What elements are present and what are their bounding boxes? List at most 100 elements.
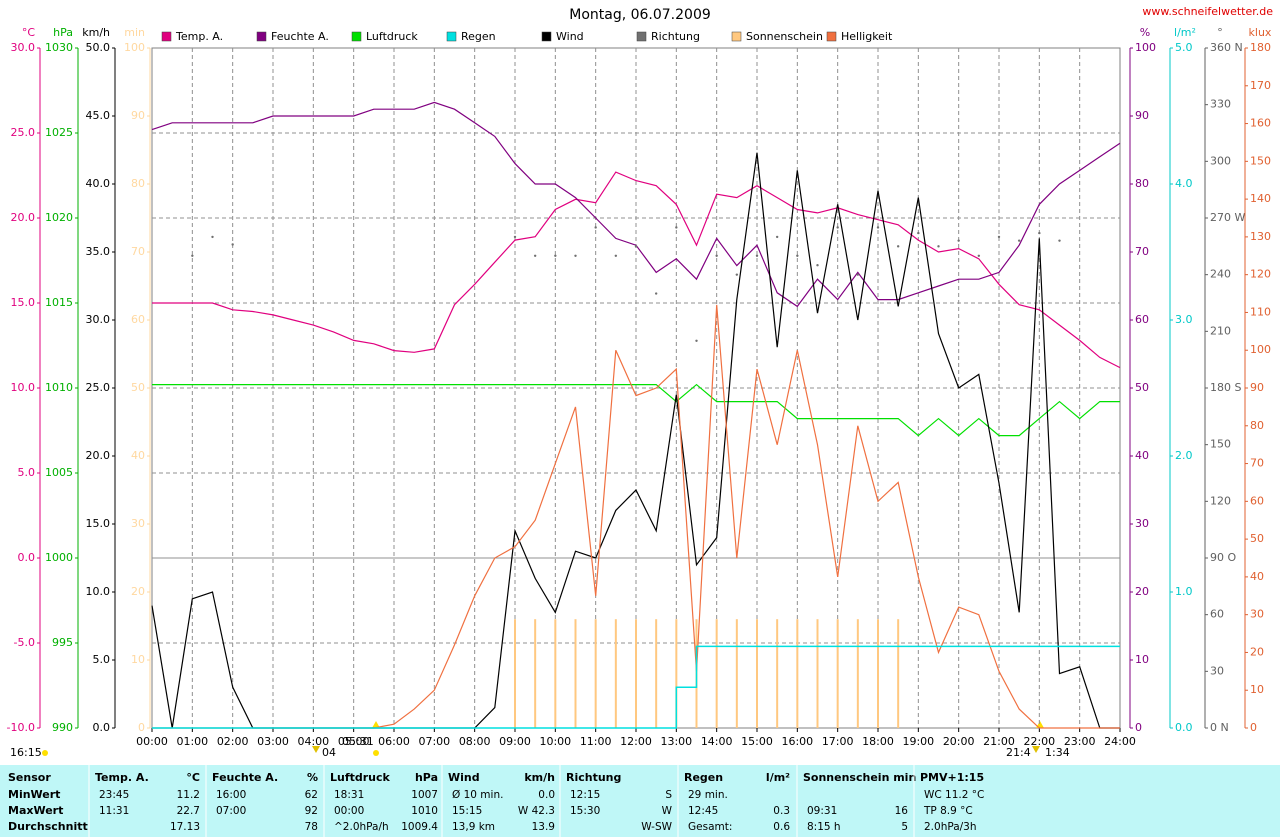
legend-swatch <box>731 31 742 42</box>
sunshine-bar <box>715 619 718 728</box>
table-background <box>0 765 1280 837</box>
direction-dot <box>755 254 759 257</box>
y-tick-label: 10.0 <box>11 381 36 394</box>
y-tick-label: 20 <box>1250 645 1264 658</box>
moon-icon <box>312 746 320 753</box>
moon-icon <box>1032 746 1040 753</box>
y-tick-label: 70 <box>131 245 145 258</box>
y-tick-label: 20 <box>131 585 145 598</box>
y-tick-label: 60 <box>1250 494 1264 507</box>
sunshine-bar <box>614 619 617 728</box>
y-tick-label: 25.0 <box>11 126 36 139</box>
y-tick-label: 110 <box>1250 305 1271 318</box>
x-tick-label: 04:00 <box>297 735 329 748</box>
direction-dot <box>775 235 779 239</box>
y-tick-label: 20.0 <box>11 211 36 224</box>
direction-dot <box>594 226 597 229</box>
x-tick-label: 09:00 <box>499 735 531 748</box>
direction-dot <box>977 254 981 257</box>
y-tick-label: 100 <box>1250 343 1271 356</box>
sunrise-marker <box>372 721 380 728</box>
table-cell: 15:15 <box>452 805 482 817</box>
table-cell: 23:45 <box>99 789 129 801</box>
direction-dot <box>816 264 819 267</box>
y-tick-label: 1000 <box>45 551 73 564</box>
x-tick-label: 14:00 <box>701 735 733 748</box>
x-tick-label: 12:00 <box>620 735 652 748</box>
table-cell: 09:31 <box>807 805 837 817</box>
y-tick-label: 10 <box>131 653 145 666</box>
table-cell: 1007 <box>411 789 438 801</box>
table-cell: W 42.3 <box>518 805 555 817</box>
direction-dot <box>695 339 698 342</box>
legend-swatch <box>351 31 362 42</box>
table-cell: S <box>665 789 672 801</box>
direction-dot <box>614 254 618 257</box>
legend-swatch <box>541 31 552 42</box>
y-tick-label: 160 <box>1250 117 1271 130</box>
y-tick-label: 2.0 <box>1175 449 1193 462</box>
sunshine-bar <box>735 619 738 728</box>
y-tick-label: 1005 <box>45 466 73 479</box>
sunshine-bar <box>856 619 859 728</box>
y-tick-label: 360 N <box>1210 41 1243 54</box>
y-tick-label: 0 <box>138 721 145 734</box>
table-cell: 13.9 <box>532 821 555 833</box>
sunshine-bar <box>897 619 900 728</box>
table-cell: 17.13 <box>170 821 200 833</box>
y-tick-label: 45.0 <box>86 109 111 122</box>
y-tick-label: 0 <box>1135 721 1142 734</box>
sun-moon-time: 05:31 <box>342 735 374 748</box>
direction-dot <box>191 254 194 257</box>
column-title: Temp. A. <box>95 771 149 784</box>
axis-unit: ° <box>1217 26 1223 39</box>
legend-swatch <box>826 31 837 42</box>
legend-label: Wind <box>556 30 584 43</box>
direction-dot <box>856 273 860 276</box>
axis-unit: min <box>124 26 145 39</box>
y-tick-label: 0.0 <box>93 721 111 734</box>
sunshine-bar <box>877 619 879 728</box>
y-tick-label: 30 <box>1250 608 1264 621</box>
table-cell: 16:00 <box>216 789 246 801</box>
y-tick-label: 80 <box>131 177 145 190</box>
table-cell: 22.7 <box>177 805 200 817</box>
sun-moon-time: 04 <box>322 746 336 759</box>
direction-dot <box>997 235 1001 239</box>
y-tick-label: 5.0 <box>1175 41 1193 54</box>
sunshine-bar <box>796 619 799 728</box>
table-cell: W-SW <box>641 821 672 833</box>
table-cell: 11.2 <box>177 789 200 801</box>
direction-dot <box>735 273 739 276</box>
y-tick-label: 120 <box>1250 268 1271 281</box>
legend-swatch <box>636 31 647 42</box>
column-unit: % <box>307 771 318 784</box>
column-title: Regen <box>684 771 723 784</box>
y-tick-label: 1015 <box>45 296 73 309</box>
sunshine-bar <box>574 619 577 728</box>
y-tick-label: 1025 <box>45 126 73 139</box>
table-header: Sensor <box>8 771 51 784</box>
y-tick-label: 995 <box>52 636 73 649</box>
y-tick-label: 15.0 <box>86 517 111 530</box>
table-cell: 92 <box>305 805 318 817</box>
direction-dot <box>715 254 718 257</box>
y-tick-label: 0 N <box>1210 721 1229 734</box>
y-tick-label: 150 <box>1210 438 1231 451</box>
y-tick-label: 30.0 <box>11 41 36 54</box>
chart-title: Montag, 06.07.2009 <box>569 7 711 23</box>
table-cell: W <box>662 805 673 817</box>
y-tick-label: 90 <box>1135 109 1149 122</box>
direction-dot <box>896 245 900 248</box>
axis-unit: % <box>1140 26 1150 39</box>
y-tick-label: 70 <box>1250 457 1264 470</box>
legend-label: Richtung <box>651 30 700 43</box>
y-tick-label: 0 <box>1250 721 1257 734</box>
table-cell: 2.0hPa/3h <box>924 821 977 833</box>
source-link[interactable]: www.schneifelwetter.de <box>1142 5 1273 18</box>
y-tick-label: 300 <box>1210 154 1231 167</box>
column-title: Richtung <box>566 771 621 784</box>
y-tick-label: 40.0 <box>86 177 111 190</box>
y-tick-label: 3.0 <box>1175 313 1193 326</box>
legend-label: Sonnenschein <box>746 30 823 43</box>
